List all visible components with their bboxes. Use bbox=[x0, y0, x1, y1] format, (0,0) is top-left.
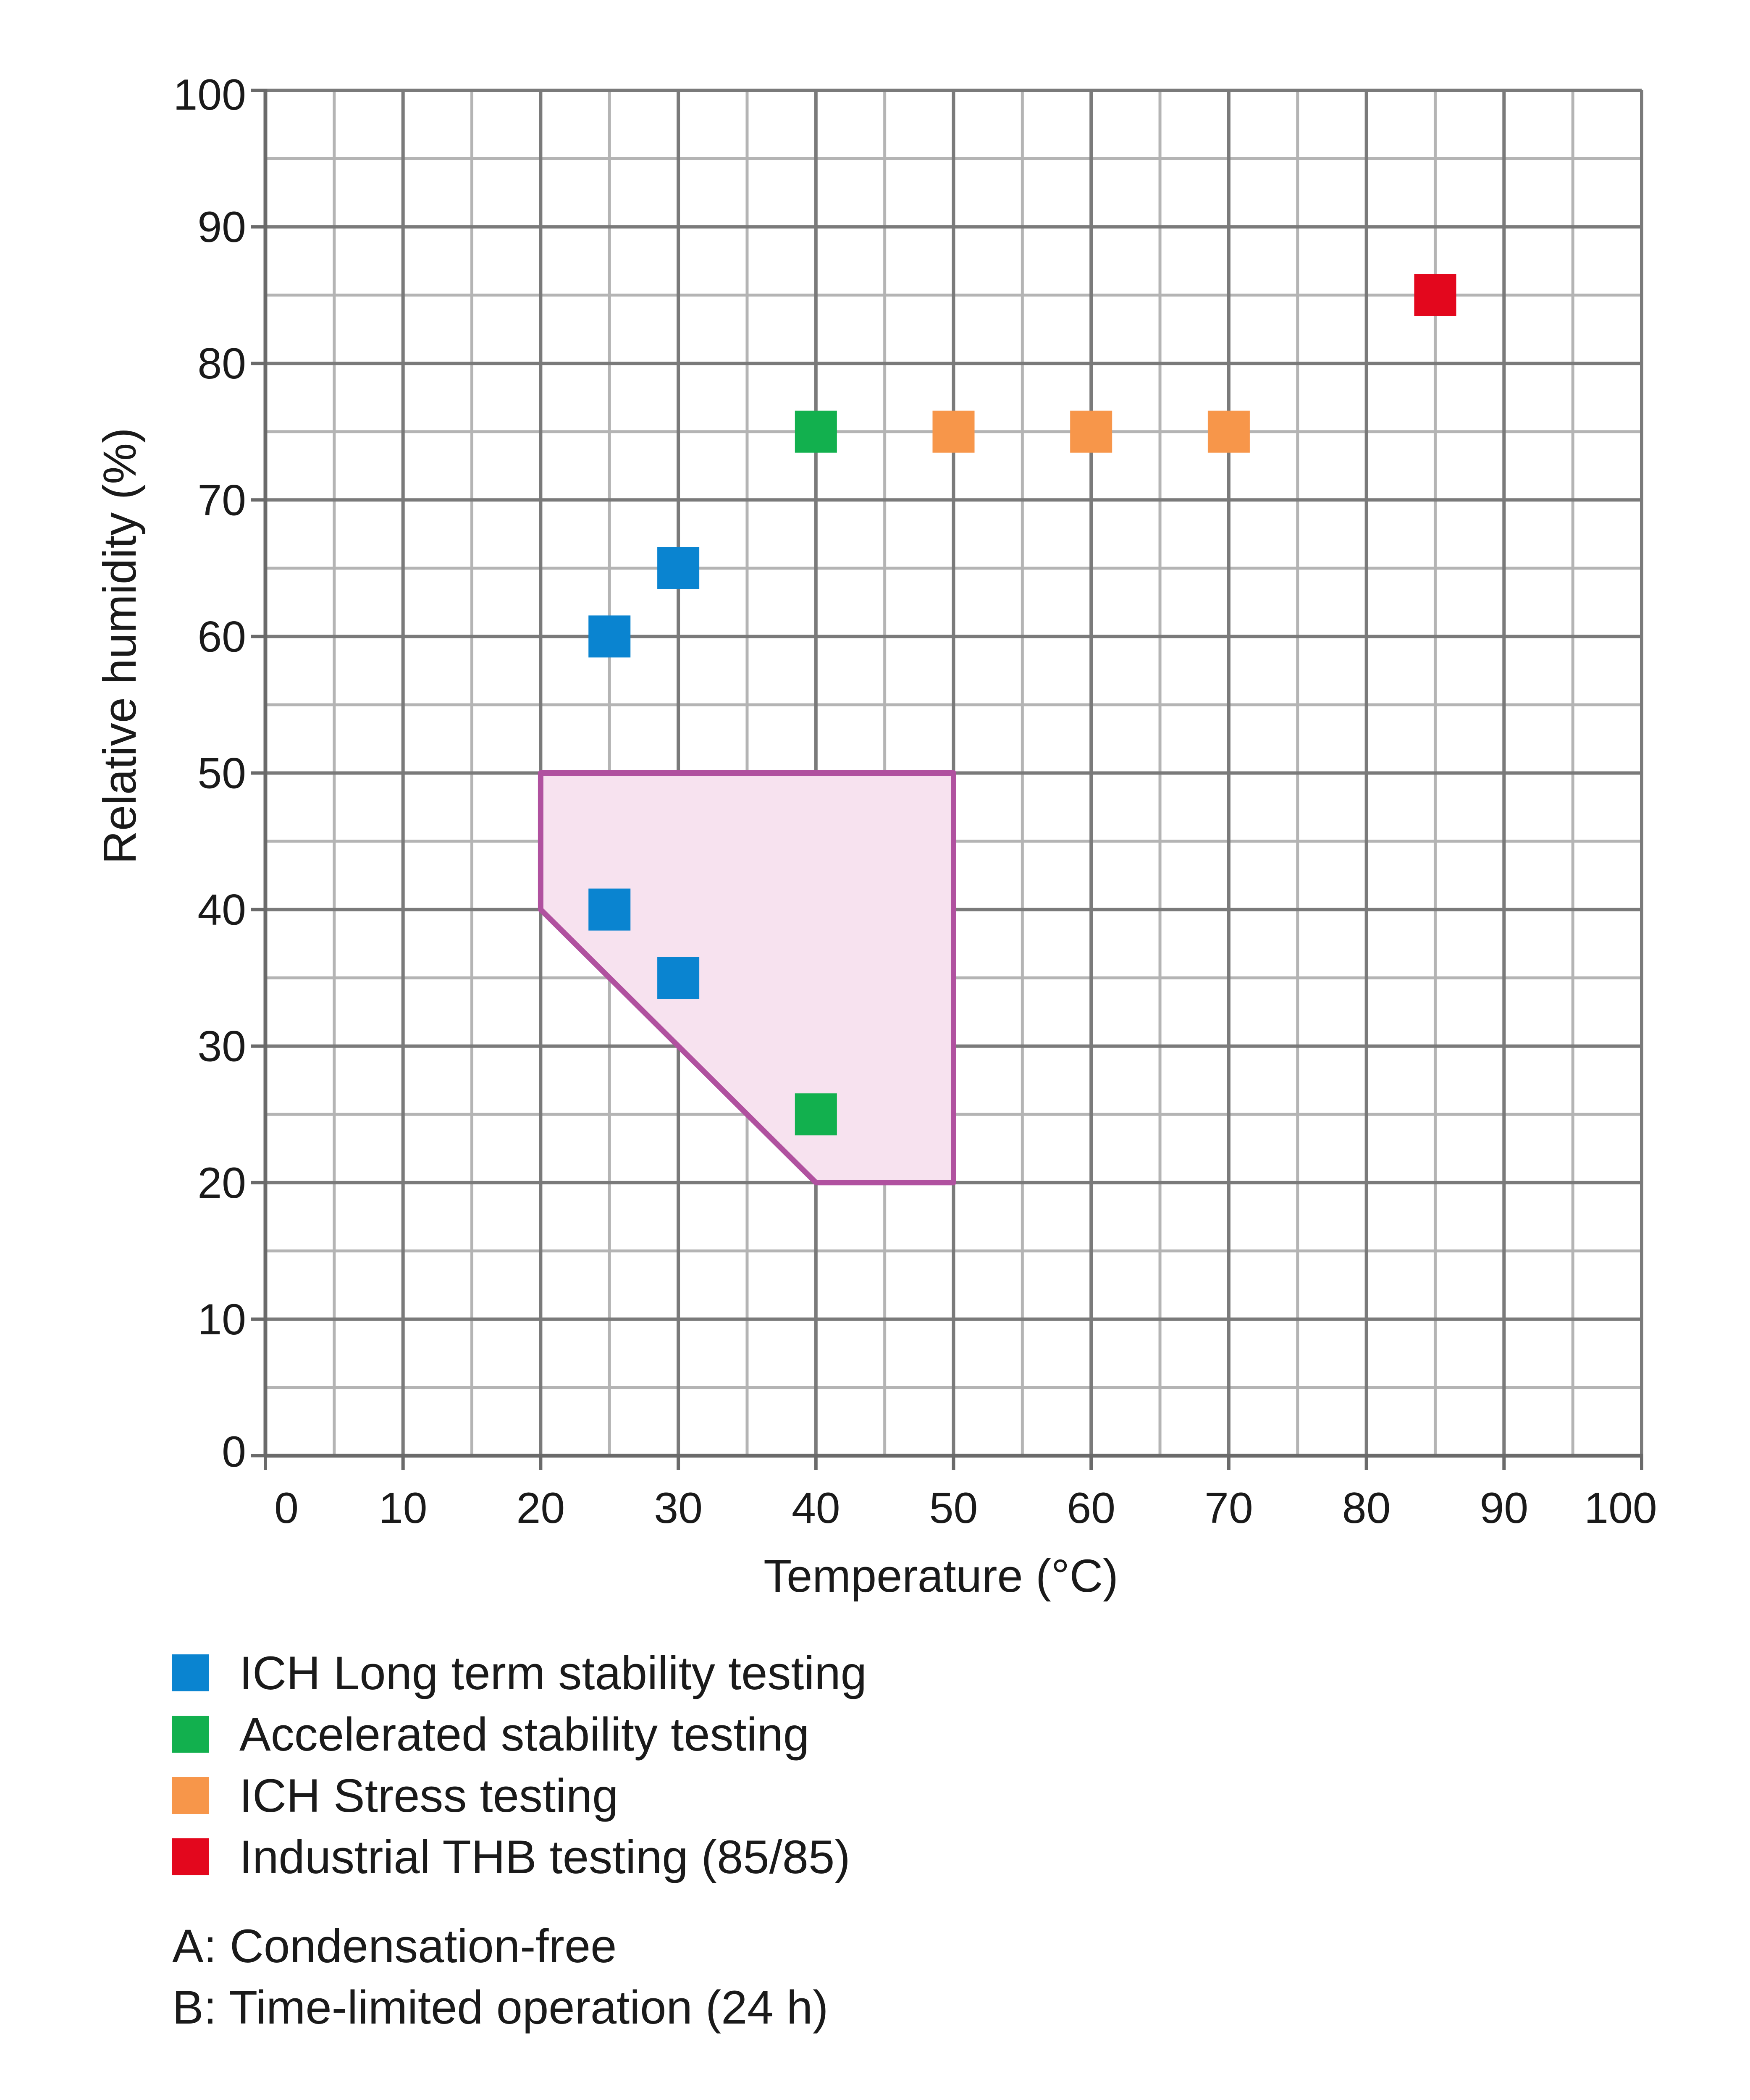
y-tick-label: 30 bbox=[197, 1022, 246, 1071]
data-point-marker bbox=[588, 615, 631, 658]
y-tick-label: 90 bbox=[197, 203, 246, 252]
data-point-marker bbox=[1070, 410, 1112, 453]
legend-swatch-red bbox=[172, 1838, 209, 1875]
legend-swatch-orange bbox=[172, 1777, 209, 1814]
x-tick-label: 30 bbox=[654, 1484, 703, 1533]
legend-label: Accelerated stability testing bbox=[239, 1708, 810, 1761]
y-tick-label: 10 bbox=[197, 1295, 246, 1344]
legend-label: ICH Long term stability testing bbox=[239, 1646, 867, 1699]
y-tick-label: 80 bbox=[197, 339, 246, 388]
y-tick-label: 20 bbox=[197, 1159, 246, 1208]
x-tick-labels: 0 10 20 30 40 50 60 70 80 90 100 bbox=[274, 1484, 1657, 1533]
legend: ICH Long term stability testing Accelera… bbox=[172, 1642, 867, 1887]
legend-swatch-blue bbox=[172, 1654, 209, 1691]
y-tick-label: 70 bbox=[197, 476, 246, 525]
note-text: B: Time-limited operation (24 h) bbox=[172, 1981, 829, 2034]
data-point-marker bbox=[1207, 410, 1250, 453]
y-tick-label: 60 bbox=[197, 612, 246, 661]
y-axis-title: Relative humidity (%) bbox=[94, 428, 146, 864]
legend-label: Industrial THB testing (85/85) bbox=[239, 1830, 850, 1883]
note-a: A: Condensation-free bbox=[172, 1915, 828, 1977]
condensation-free-region bbox=[538, 770, 956, 1186]
x-axis-title: Temperature (°C) bbox=[763, 1550, 1118, 1602]
legend-label: ICH Stress testing bbox=[239, 1769, 619, 1822]
x-tick-label: 50 bbox=[929, 1484, 978, 1533]
data-point-marker bbox=[932, 410, 975, 453]
y-tick-label: 40 bbox=[197, 886, 246, 934]
legend-item-industrial-thb: Industrial THB testing (85/85) bbox=[172, 1826, 867, 1887]
x-tick-label: 20 bbox=[517, 1484, 565, 1533]
data-point-marker bbox=[657, 547, 700, 589]
x-tick-label: 100 bbox=[1584, 1484, 1657, 1533]
legend-item-ich-long-term: ICH Long term stability testing bbox=[172, 1642, 867, 1704]
data-point-marker bbox=[657, 957, 700, 999]
notes: A: Condensation-free B: Time-limited ope… bbox=[172, 1915, 828, 2038]
y-tick-label: 0 bbox=[222, 1428, 246, 1476]
x-tick-label: 60 bbox=[1067, 1484, 1115, 1533]
legend-item-ich-stress: ICH Stress testing bbox=[172, 1765, 867, 1826]
region-polygon bbox=[538, 770, 956, 1186]
data-point-marker bbox=[588, 888, 631, 931]
data-markers bbox=[588, 274, 1456, 1136]
axes bbox=[251, 89, 1643, 1470]
data-point-marker bbox=[795, 1093, 837, 1136]
data-point-marker bbox=[1414, 274, 1456, 316]
x-tick-label: 90 bbox=[1480, 1484, 1528, 1533]
data-point-marker bbox=[795, 410, 837, 453]
legend-swatch-green bbox=[172, 1716, 209, 1753]
x-tick-label: 70 bbox=[1204, 1484, 1253, 1533]
chart: 0 10 20 30 40 50 60 70 80 90 100 0 10 20 30 40 50 60 70 80… bbox=[94, 71, 1657, 1602]
y-tick-labels: 0 10 20 30 40 50 60 70 80 90 100 bbox=[173, 71, 246, 1476]
note-text: A: Condensation-free bbox=[172, 1919, 617, 1972]
x-tick-label: 80 bbox=[1342, 1484, 1391, 1533]
x-tick-label: 10 bbox=[379, 1484, 428, 1533]
x-tick-label: 40 bbox=[792, 1484, 840, 1533]
y-tick-label: 100 bbox=[173, 71, 246, 119]
x-tick-label: 0 bbox=[274, 1484, 299, 1533]
y-tick-label: 50 bbox=[197, 749, 246, 798]
legend-item-accelerated: Accelerated stability testing bbox=[172, 1704, 867, 1765]
note-b: B: Time-limited operation (24 h) bbox=[172, 1977, 828, 2038]
